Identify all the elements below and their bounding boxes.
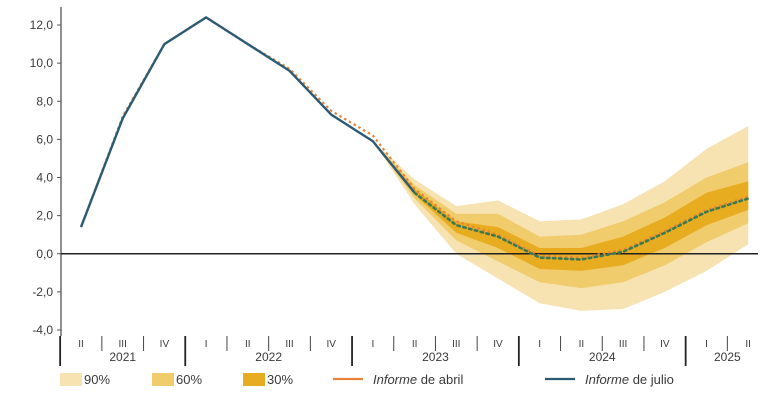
x-quarter-label: I xyxy=(705,339,708,350)
series-lines xyxy=(79,15,750,261)
legend-label: Informe de julio xyxy=(585,372,674,387)
y-tick-label: 8,0 xyxy=(36,94,53,108)
y-tick-label: 0,0 xyxy=(36,247,53,261)
x-year-label: 2021 xyxy=(109,350,136,364)
series-line-abril xyxy=(79,16,749,259)
x-quarter-label: II xyxy=(579,339,585,350)
x-quarter-label: IV xyxy=(660,339,670,350)
x-quarter-label: II xyxy=(245,339,251,350)
x-quarter-label: III xyxy=(285,339,293,350)
legend-label: 60% xyxy=(176,372,202,387)
legend-label: 30% xyxy=(267,372,293,387)
x-quarter-label: III xyxy=(452,339,460,350)
x-year-label: 2023 xyxy=(422,350,449,364)
x-quarter-label: II xyxy=(78,339,84,350)
legend-swatch xyxy=(152,373,174,386)
x-quarter-label: I xyxy=(205,339,208,350)
y-tick-label: 4,0 xyxy=(36,171,53,185)
y-tick-label: -2,0 xyxy=(32,285,53,299)
y-axis-ticks: -4,0 -2,0 0,0 2,0 4,0 6,0 8,0 10,0 12,0 xyxy=(30,18,61,337)
x-year-label: 2024 xyxy=(589,350,616,364)
x-quarter-label: IV xyxy=(326,339,336,350)
y-tick-label: -4,0 xyxy=(32,323,53,337)
x-quarter-label: II xyxy=(745,339,751,350)
x-quarter-label: III xyxy=(119,339,127,350)
x-quarter-label: II xyxy=(412,339,418,350)
legend-label: Informe de abril xyxy=(373,372,463,387)
axes xyxy=(60,7,758,336)
legend: 90% 60% 30% Informe de abril Informe de juli… xyxy=(60,372,674,387)
x-quarter-label: IV xyxy=(160,339,170,350)
x-year-label: 2022 xyxy=(255,350,282,364)
y-tick-label: 12,0 xyxy=(30,18,54,32)
legend-swatch xyxy=(60,373,82,386)
legend-label: 90% xyxy=(84,372,110,387)
legend-swatch xyxy=(243,373,265,386)
x-quarter-label: III xyxy=(619,339,627,350)
series-line-julio xyxy=(79,15,416,228)
series-line-julio-projection xyxy=(413,191,750,261)
x-quarter-label: IV xyxy=(493,339,503,350)
x-quarter-label: I xyxy=(538,339,541,350)
y-tick-label: 10,0 xyxy=(30,56,54,70)
x-quarter-label: I xyxy=(372,339,375,350)
y-tick-label: 2,0 xyxy=(36,209,53,223)
y-tick-label: 6,0 xyxy=(36,132,53,146)
x-year-label: 2025 xyxy=(714,350,741,364)
